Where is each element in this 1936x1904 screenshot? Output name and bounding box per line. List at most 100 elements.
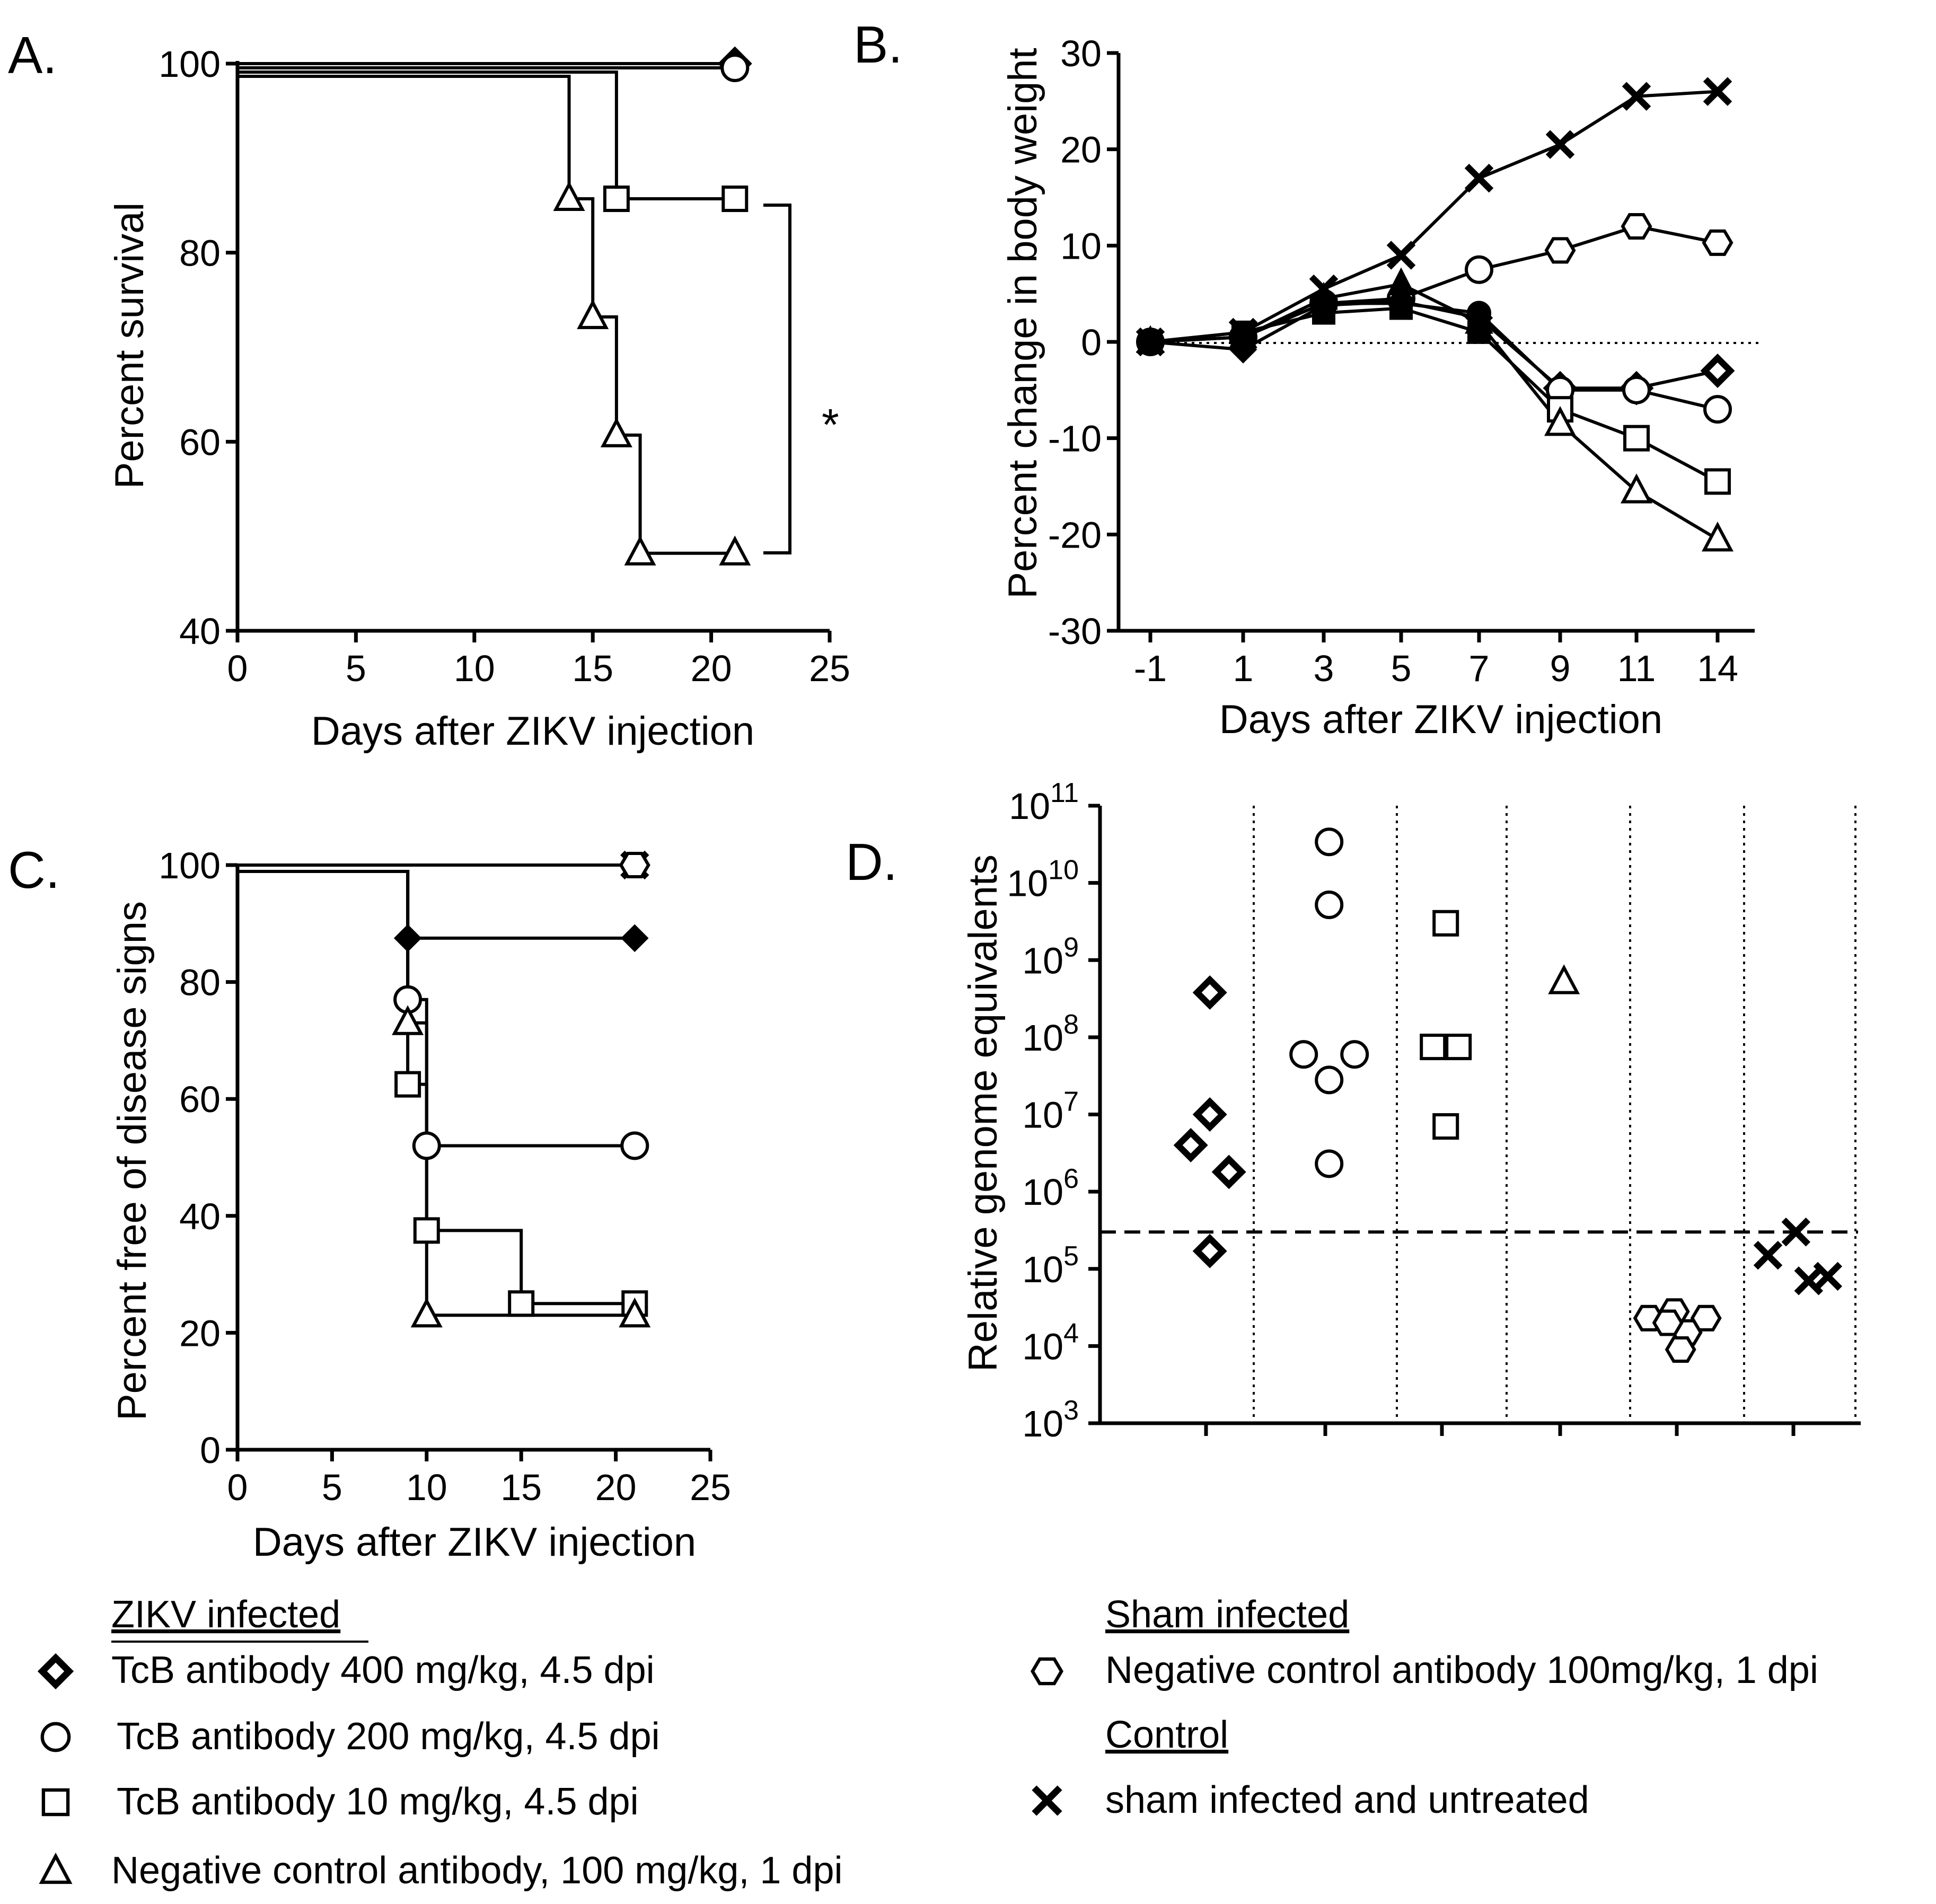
panel-a-ytick-label: 40 [179,611,221,652]
panel-a-axes [235,61,830,633]
panel-a-point-square [605,187,628,210]
panel-b-ylabel: Percent change in body weight [1000,48,1045,598]
panel-c-point-diamond [396,927,419,950]
panel-d-point-diamond [1197,1102,1222,1127]
panel-a-point-triangle [603,421,630,446]
panel-b-point-square [1706,470,1729,493]
panel-b-ytick-label: -30 [1048,611,1102,652]
panel-d-point-circle [1291,1042,1316,1067]
panel-c-point-square [396,1073,419,1096]
panel-b-ytick-label: 0 [1081,322,1102,363]
panel-a-significance-bracket [763,204,791,554]
panel-c-series-triangle-line [237,870,635,1317]
panel-b-ytick-label: 30 [1060,33,1102,74]
panel-b: B. -1 1 3 5 7 9 11 14 -30 -20 -10 0 10 20 30 Days afte… [853,15,1760,742]
panel-c-ytick-label: 100 [159,845,221,886]
panel-c-ytick-label: 40 [179,1196,221,1237]
panel-a-xtick-label: 5 [346,648,366,689]
panel-d-point-square [1421,1035,1445,1059]
panel-d-ylabel: Relative genome equivalents [961,854,1006,1372]
panel-b-point-square [1391,298,1411,318]
legend: ZIKV infected Sham infected Control TcB … [42,1593,1818,1892]
legend-item-label: Negative control antibody 100mg/kg, 1 dp… [1105,1649,1818,1691]
panel-b-point-triangle [1704,525,1731,550]
panel-d-ytick-label: 106 [1022,1163,1079,1213]
panel-c-xtick-label: 5 [322,1467,342,1508]
panel-d-point-cross [1816,1264,1840,1289]
panel-b-xtick-label: -1 [1134,648,1167,689]
panel-c-point-circle [414,1133,439,1158]
panel-d-point-cross [1756,1243,1780,1267]
panel-c-label: C. [8,841,60,899]
panel-a-ytick-label: 100 [159,43,221,85]
panel-c-series-diamond-line [237,870,635,940]
legend-item-cross: sham infected and untreated [1034,1779,1589,1821]
panel-d-ytick-base: 10 [1022,1017,1063,1059]
panel-b-ytick-label: 10 [1060,225,1102,267]
legend-item-label: sham infected and untreated [1105,1779,1589,1821]
panel-b-xtick-label: 14 [1697,648,1738,689]
panel-b-series-triangle-line [1150,282,1719,541]
panel-a-xtick-label: 15 [572,648,613,689]
panel-d-label: D. [846,833,897,891]
panel-c-point-triangle [394,1009,421,1034]
panel-a-xtick-label: 25 [809,648,850,689]
panel-d-ytick-label: 109 [1022,932,1079,981]
panel-b-point-hexagon [1466,257,1492,283]
panel-b-xtick-label: 3 [1314,648,1334,689]
panel-d-point-hexagon [1692,1307,1720,1330]
panel-d-ytick-base: 10 [1022,940,1063,981]
diamond-icon [42,1658,69,1685]
panel-c-ytick-label: 80 [179,962,221,1003]
panel-d-ytick-exponent: 11 [1050,778,1079,808]
panel-c-point-circle [622,1133,647,1158]
panel-d-ytick-label: 105 [1022,1241,1079,1290]
panel-b-ytick-label: -10 [1048,418,1102,460]
panel-b-xtick-label: 9 [1550,648,1571,689]
panel-a-point-square [723,187,746,210]
panel-d-point-circle [1316,1067,1342,1092]
panel-c-point-diamond [623,927,646,950]
panel-b-label: B. [853,15,903,74]
panel-d-ytick-label: 103 [1022,1395,1079,1444]
legend-item-hexagon: Negative control antibody 100mg/kg, 1 dp… [1033,1649,1818,1691]
panel-b-series-cross-line [1150,90,1718,343]
panel-c-xtick-label: 20 [595,1467,637,1508]
legend-item-label: TcB antibody 400 mg/kg, 4.5 dpi [111,1649,655,1691]
panel-d-point-circle [1316,892,1342,918]
panel-d-ytick-base: 10 [1022,1095,1063,1136]
panel-d-ytick-base: 10 [1022,1171,1063,1213]
panel-a-point-circle [722,55,747,81]
panel-b-xtick-label: 5 [1391,648,1412,689]
panel-c: C. 0 5 10 15 20 25 0 20 40 60 80 100 Days after ZIK… [8,841,731,1565]
panel-d-ytick-base: 10 [1009,786,1050,827]
panel-a-label: A. [8,26,57,84]
panel-d-ytick-label: 107 [1022,1087,1079,1136]
legend-item-circle: TcB antibody 200 mg/kg, 4.5 dpi [42,1715,660,1758]
panel-d-ytick-label: 1010 [1007,855,1079,904]
panel-c-point-triangle [413,1301,440,1326]
panel-d-ytick-exponent: 4 [1063,1318,1079,1348]
panel-b-xtick-label: 7 [1469,648,1490,689]
panel-d-ytick-label: 108 [1022,1009,1079,1059]
panel-a-xtick-label: 20 [691,648,732,689]
panel-d-point-diamond [1197,980,1222,1005]
legend-item-triangle: Negative control antibody, 100 mg/kg, 1 … [42,1849,843,1892]
panel-d-ytick-exponent: 8 [1063,1009,1079,1040]
panel-b-point-triangle [1623,477,1650,502]
panel-c-ytick-label: 20 [179,1312,221,1354]
square-icon [43,1790,68,1814]
panel-c-xlabel: Days after ZIKV injection [253,1520,696,1565]
panel-a-point-triangle [627,539,654,564]
panel-d-ytick-exponent: 5 [1063,1241,1079,1272]
panel-b-xtick-label: 1 [1233,648,1254,689]
panel-c-point-hexagon [621,853,648,877]
panel-d-ytick-base: 10 [1022,1249,1063,1290]
legend-item-label: TcB antibody 200 mg/kg, 4.5 dpi [117,1715,660,1758]
panel-a-point-triangle [556,184,583,209]
panel-d-ytick-base: 10 [1022,1326,1063,1367]
panel-a-point-triangle [721,539,748,564]
hexagon-icon [1033,1659,1062,1683]
